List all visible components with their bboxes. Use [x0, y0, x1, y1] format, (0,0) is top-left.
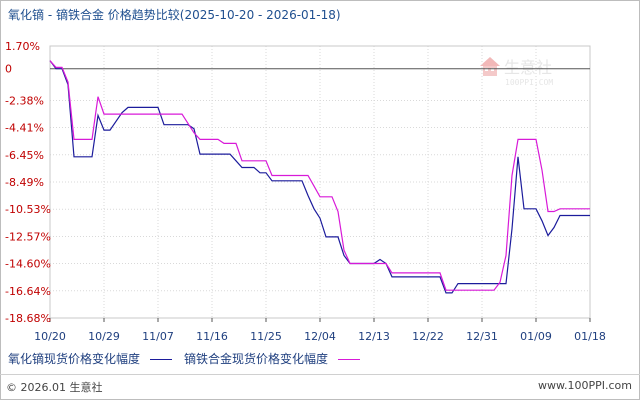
- x-tick-label: 10/20: [34, 330, 66, 343]
- footer-copyright: © 2026.01 生意社: [6, 381, 103, 394]
- x-tick-label: 12/04: [304, 330, 336, 343]
- x-tick-label: 01/18: [574, 330, 606, 343]
- watermark: 生意社 100PPI.COM: [480, 57, 553, 87]
- chart-axes: [49, 45, 591, 322]
- x-tick-label: 12/31: [466, 330, 498, 343]
- x-tick-label: 11/16: [196, 330, 228, 343]
- chart-date-range: (2025-10-20 - 2026-01-18): [179, 8, 341, 22]
- y-tick-label: 0: [5, 63, 12, 76]
- series-line-b: [49, 60, 590, 291]
- x-tick-label: 01/09: [520, 330, 552, 343]
- footer-site-link[interactable]: www.100PPI.com: [538, 379, 632, 392]
- y-tick-label: 1.70%: [5, 40, 40, 53]
- y-tick-label: -16.64%: [5, 285, 51, 298]
- legend-swatch-series-a: [150, 359, 173, 360]
- legend-label-series-a: 氧化镝现货价格变化幅度: [8, 352, 141, 366]
- y-tick-labels: 1.70% 0 -2.38% -4.41% -6.45% -8.49% -10.53% -12…: [5, 40, 51, 325]
- y-tick-label: -2.38%: [5, 94, 44, 107]
- x-tick-label: 11/07: [142, 330, 174, 343]
- y-tick-label: -6.45%: [5, 149, 44, 162]
- x-tick-label: 12/13: [358, 330, 390, 343]
- y-tick-label: -4.41%: [5, 122, 44, 135]
- y-tick-label: -12.57%: [5, 230, 51, 243]
- watermark-url: 100PPI.COM: [505, 78, 553, 87]
- x-tick-label: 10/29: [88, 330, 120, 343]
- chart-series: [49, 60, 590, 294]
- chart-title: 氧化镝 - 镝铁合金 价格趋势比较(2025-10-20 - 2026-01-1…: [8, 6, 341, 23]
- watermark-name: 生意社: [504, 58, 552, 77]
- series-line-a: [49, 60, 590, 294]
- y-tick-label: -10.53%: [5, 203, 51, 216]
- chart-title-text: 氧化镝 - 镝铁合金 价格趋势比较: [8, 8, 180, 22]
- footer-divider: [0, 374, 640, 375]
- y-tick-label: -8.49%: [5, 176, 44, 189]
- house-logo-icon: [480, 57, 500, 76]
- legend-swatch-series-b: [338, 359, 361, 360]
- y-tick-label: -18.68%: [5, 312, 51, 325]
- legend-label-series-b: 镝铁合金现货价格变化幅度: [184, 352, 329, 366]
- chart-legend: 氧化镝现货价格变化幅度 镝铁合金现货价格变化幅度: [8, 350, 372, 367]
- y-tick-label: -14.60%: [5, 258, 51, 271]
- x-tick-label: 12/22: [412, 330, 444, 343]
- x-tick-labels: 10/20 10/29 11/07 11/16 11/25 12/04 12/13 12/22…: [34, 330, 606, 343]
- x-tick-label: 11/25: [250, 330, 282, 343]
- chart-grid: [50, 46, 590, 318]
